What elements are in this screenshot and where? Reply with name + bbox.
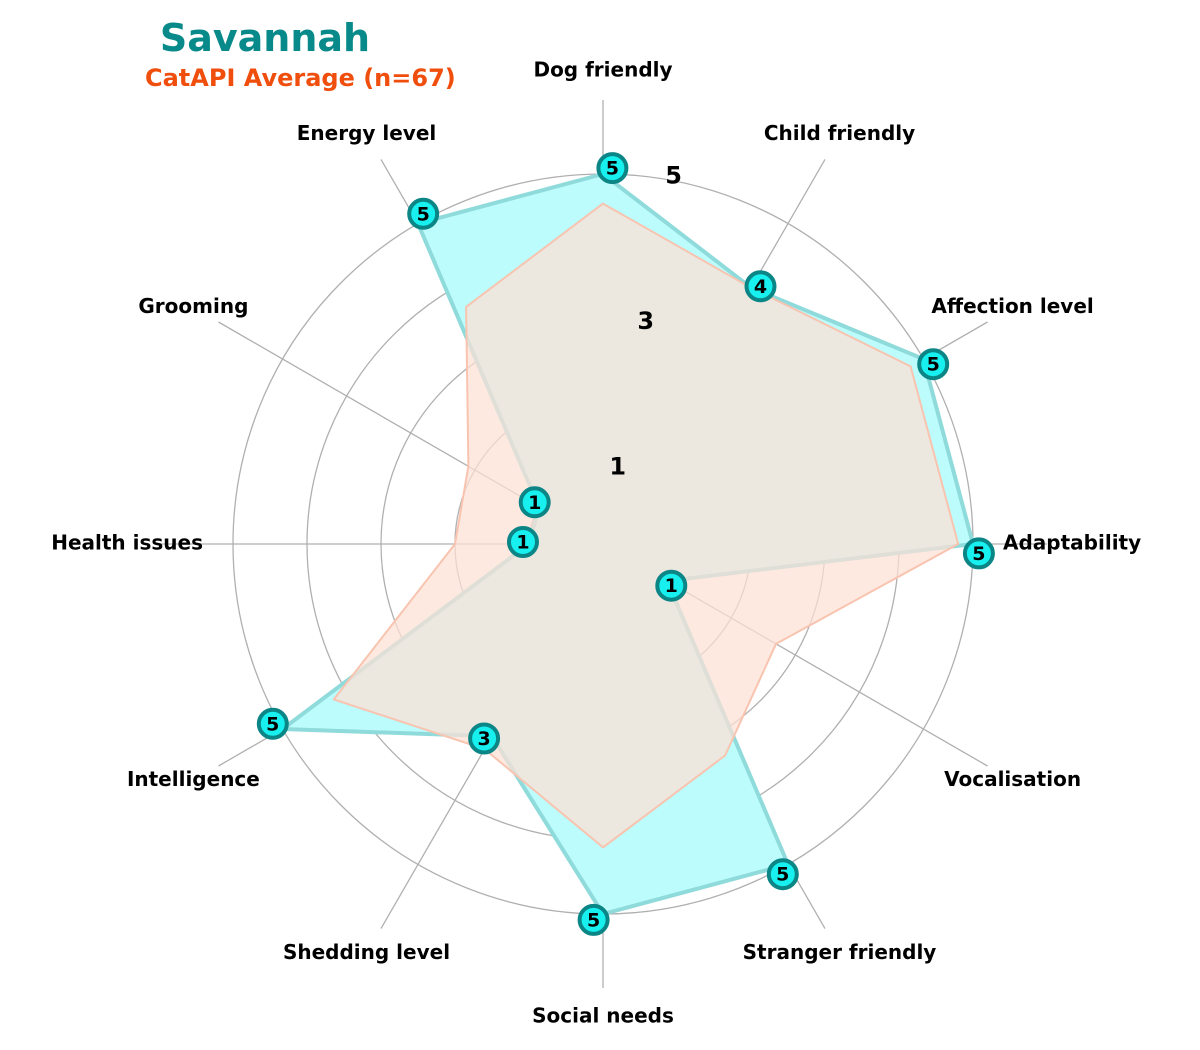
data-point-label: 5 bbox=[776, 864, 789, 886]
data-point-label: 5 bbox=[266, 713, 279, 735]
axis-label: Social needs bbox=[532, 1004, 674, 1028]
chart-title: Savannah bbox=[159, 16, 371, 60]
radial-tick-label: 5 bbox=[665, 162, 682, 190]
axis-label: Vocalisation bbox=[944, 767, 1081, 791]
axis-label: Health issues bbox=[51, 531, 203, 555]
data-point-marker bbox=[507, 526, 539, 558]
data-point-label: 5 bbox=[587, 909, 600, 931]
data-point-label: 1 bbox=[516, 532, 529, 554]
chart-subtitle: CatAPI Average (n=67) bbox=[145, 64, 456, 92]
axis-label: Energy level bbox=[297, 121, 437, 145]
radial-tick-label: 1 bbox=[609, 452, 626, 480]
data-point-marker bbox=[407, 197, 440, 230]
data-point-label: 5 bbox=[417, 203, 430, 225]
average-area bbox=[332, 202, 960, 849]
axis-label: Shedding level bbox=[283, 940, 450, 964]
data-point-marker bbox=[518, 486, 551, 519]
axis-label: Dog friendly bbox=[533, 58, 672, 82]
data-point-label: 4 bbox=[754, 276, 767, 298]
axis-label: Grooming bbox=[138, 294, 248, 318]
data-point-label: 5 bbox=[972, 543, 985, 565]
data-point-label: 5 bbox=[606, 158, 619, 180]
axis-label: Intelligence bbox=[127, 767, 260, 791]
data-point-label: 3 bbox=[477, 728, 490, 750]
data-point-marker bbox=[468, 722, 501, 755]
axis-label: Stranger friendly bbox=[743, 940, 937, 964]
data-point-marker bbox=[655, 569, 688, 602]
axis-label: Affection level bbox=[931, 294, 1093, 318]
data-point-marker bbox=[256, 707, 289, 740]
axis-label: Child friendly bbox=[764, 121, 915, 145]
data-point-marker bbox=[577, 903, 610, 936]
data-point-marker bbox=[917, 348, 950, 381]
data-point-marker bbox=[962, 537, 995, 570]
data-point-label: 1 bbox=[528, 492, 541, 514]
axis-label: Adaptability bbox=[1003, 531, 1141, 555]
data-point-label: 5 bbox=[927, 354, 940, 376]
data-point-marker bbox=[744, 270, 777, 303]
data-point-marker bbox=[766, 858, 799, 891]
data-point-marker bbox=[596, 152, 629, 185]
data-point-label: 1 bbox=[665, 575, 678, 597]
radial-tick-label: 3 bbox=[637, 307, 654, 335]
